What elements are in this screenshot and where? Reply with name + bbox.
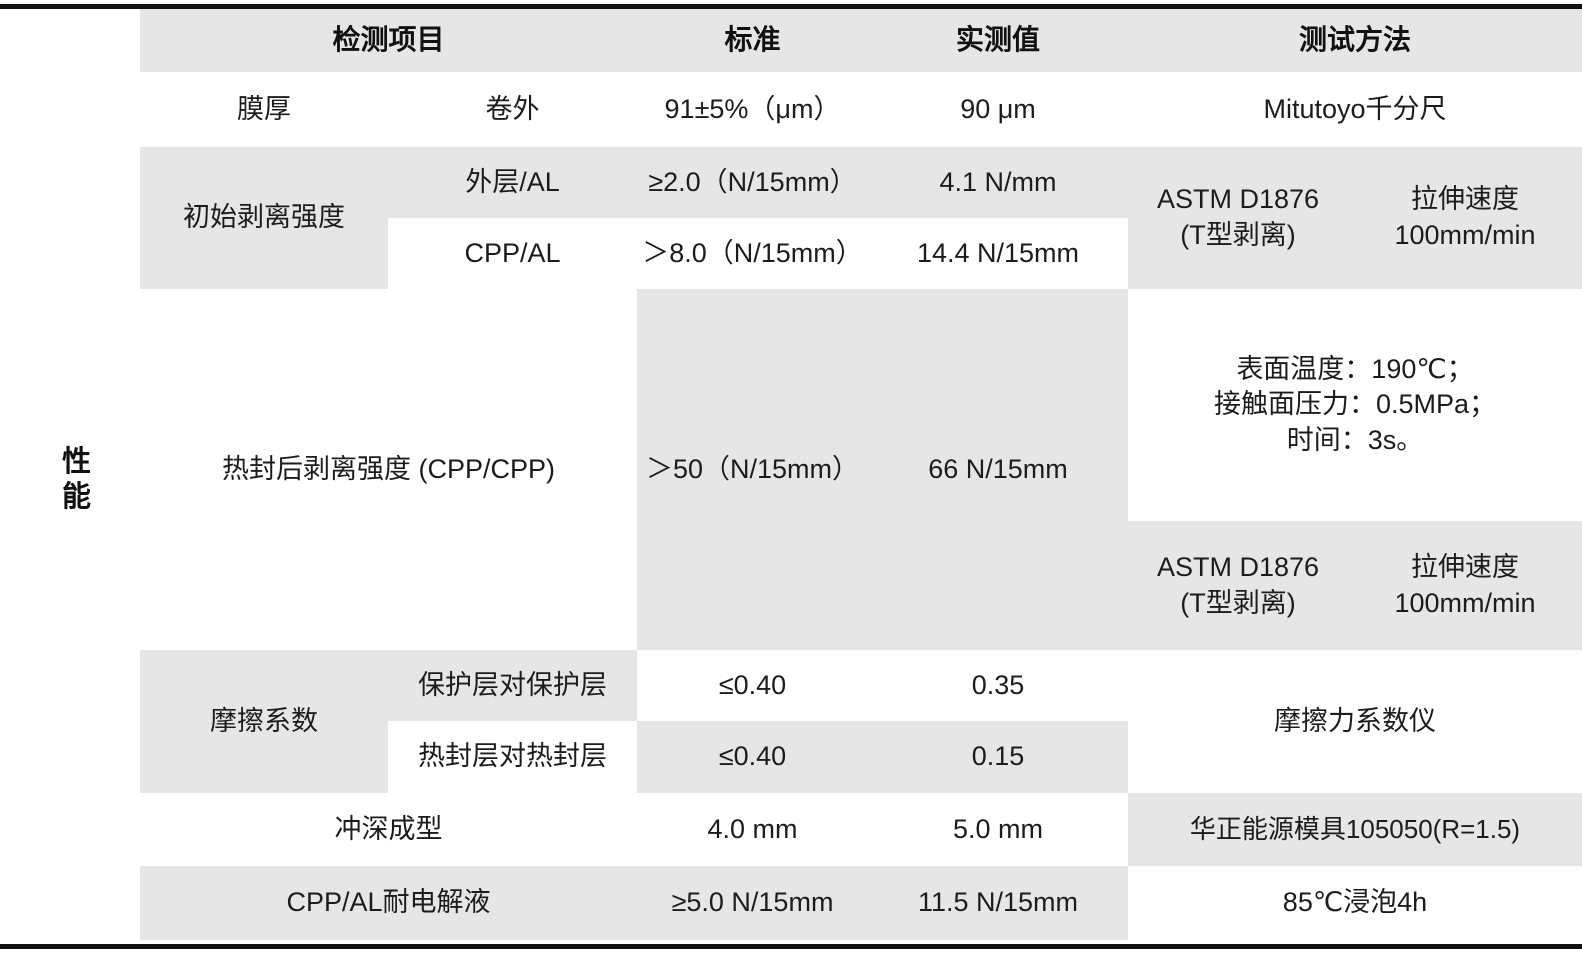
cell-item-initial-peel-strength: 初始剥离强度 (140, 147, 388, 289)
cell-standard-film-thickness: 91±5%（μm） (637, 72, 868, 147)
cell-subitem-outside-roll: 卷外 (388, 72, 637, 147)
cell-method-astm-heatseal: ASTM D1876 (T型剥离) (1128, 521, 1348, 650)
row-group-label-text: 性能 (61, 445, 91, 513)
cell-subitem-sealant-vs-sealant: 热封层对热封层 (388, 721, 637, 793)
column-header-standard: 标准 (637, 9, 868, 72)
column-header-measured: 实测值 (868, 9, 1128, 72)
cell-standard-cpp-al: ＞8.0（N/15mm） (637, 218, 868, 289)
cell-item-heatseal-peel-strength: 热封后剥离强度 (CPP/CPP) (140, 289, 637, 650)
cell-item-film-thickness: 膜厚 (140, 72, 388, 147)
cell-method-deep-draw: 华正能源模具105050(R=1.5) (1128, 793, 1582, 866)
cell-standard-deep-draw: 4.0 mm (637, 793, 868, 866)
cell-measured-protective: 0.35 (868, 650, 1128, 721)
table-bottom-rule (0, 944, 1582, 949)
cell-standard-sealant: ≤0.40 (637, 721, 868, 793)
cell-measured-cpp-al: 14.4 N/15mm (868, 218, 1128, 289)
cell-measured-deep-draw: 5.0 mm (868, 793, 1128, 866)
cell-measured-heatseal-peel: 66 N/15mm (868, 289, 1128, 650)
cell-item-deep-draw-forming: 冲深成型 (140, 793, 637, 866)
cell-subitem-outer-al: 外层/AL (388, 147, 637, 218)
cell-method-astm-initial: ASTM D1876 (T型剥离) (1128, 147, 1348, 289)
cell-method-electrolyte: 85℃浸泡4h (1128, 866, 1582, 940)
cell-standard-electrolyte: ≥5.0 N/15mm (637, 866, 868, 940)
column-header-item: 检测项目 (140, 9, 637, 72)
cell-method-speed-heatseal: 拉伸速度 100mm/min (1348, 521, 1582, 650)
cell-method-film-thickness: Mitutoyo千分尺 (1128, 72, 1582, 147)
table-top-rule (0, 4, 1582, 9)
column-header-method: 测试方法 (1128, 9, 1582, 72)
cell-method-heatseal-conditions: 表面温度：190℃； 接触面压力：0.5MPa； 时间：3s。 (1128, 289, 1582, 521)
cell-item-electrolyte-resistance: CPP/AL耐电解液 (140, 866, 637, 940)
cell-item-friction-coefficient: 摩擦系数 (140, 650, 388, 793)
cell-standard-protective: ≤0.40 (637, 650, 868, 721)
row-group-label-performance: 性能 (0, 400, 140, 560)
cell-measured-outer-al: 4.1 N/mm (868, 147, 1128, 218)
cell-measured-film-thickness: 90 μm (868, 72, 1128, 147)
cell-measured-electrolyte: 11.5 N/15mm (868, 866, 1128, 940)
cell-standard-outer-al: ≥2.0（N/15mm） (637, 147, 868, 218)
cell-subitem-cpp-al: CPP/AL (388, 218, 637, 289)
cell-subitem-protective-vs-protective: 保护层对保护层 (388, 650, 637, 721)
cell-method-friction: 摩擦力系数仪 (1128, 650, 1582, 793)
cell-standard-heatseal-peel: ＞50（N/15mm） (637, 289, 868, 650)
cell-measured-sealant: 0.15 (868, 721, 1128, 793)
cell-method-speed-initial: 拉伸速度 100mm/min (1348, 147, 1582, 289)
